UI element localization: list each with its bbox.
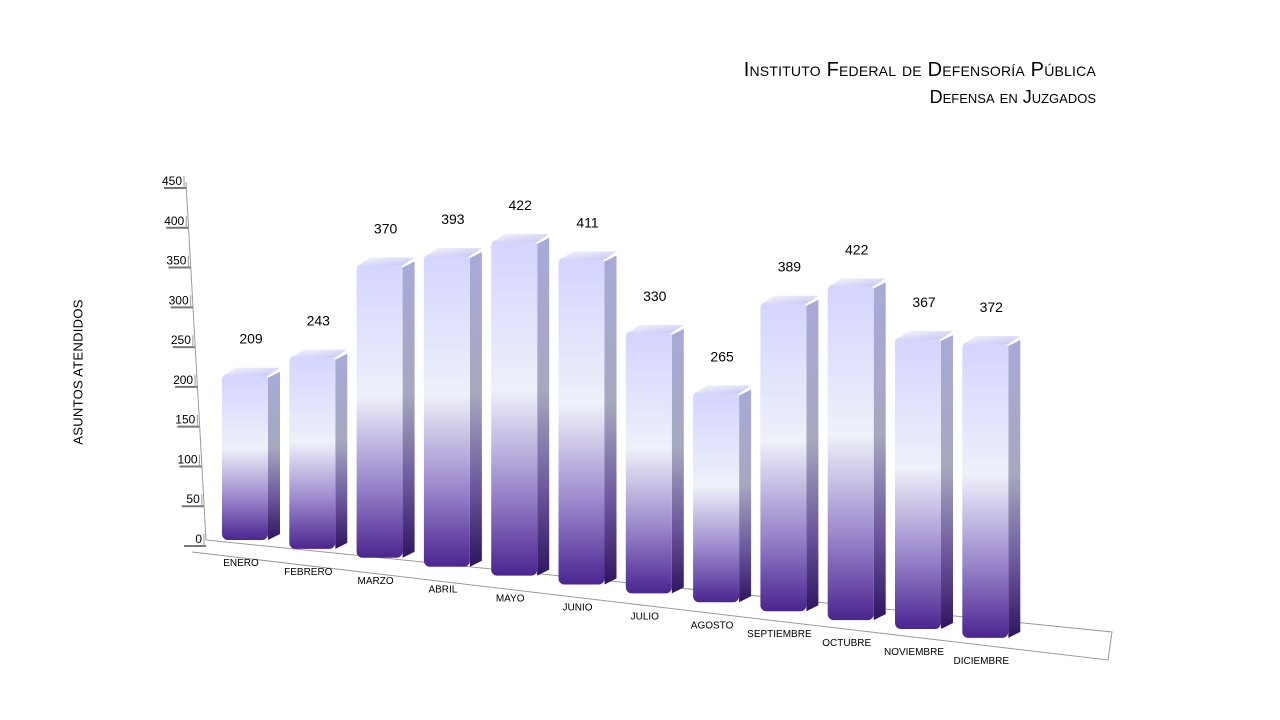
y-tick-label: 250 — [171, 333, 191, 347]
x-tick-label: ABRIL — [428, 585, 457, 596]
data-label: 372 — [980, 299, 1004, 315]
bar-front — [558, 257, 605, 585]
x-tick-label: ENERO — [223, 558, 259, 569]
bar-front — [962, 341, 1009, 638]
bar — [625, 324, 684, 594]
bar — [693, 385, 752, 603]
bar-front — [895, 337, 941, 629]
bar — [895, 331, 953, 629]
bar-top — [493, 233, 550, 242]
bar-top — [897, 331, 953, 340]
bar — [558, 251, 617, 585]
bar-front — [222, 373, 268, 540]
bar — [491, 233, 550, 576]
y-tick-label: 350 — [166, 254, 186, 268]
bar — [423, 248, 482, 567]
bar-top — [224, 367, 280, 376]
bar-side — [604, 255, 617, 585]
bar-front — [760, 301, 807, 612]
bar-front — [625, 330, 672, 594]
x-tick-label: SEPTIEMBRE — [747, 629, 812, 640]
x-tick-label: FEBRERO — [284, 567, 333, 578]
x-tick-label: OCTUBRE — [822, 638, 871, 649]
chart-title: Instituto Federal de Defensoría Pública … — [744, 56, 1096, 110]
y-tick-label: 300 — [169, 293, 189, 307]
y-tick-label: 0 — [195, 532, 202, 546]
y-axis-line — [185, 181, 207, 541]
data-label: 243 — [307, 313, 331, 329]
chart-title-line2: Defensa en Juzgados — [929, 87, 1096, 107]
bar-side — [739, 389, 752, 603]
bar-top — [964, 335, 1021, 344]
x-tick-label: MARZO — [358, 576, 394, 587]
data-label: 422 — [509, 197, 533, 213]
data-label: 411 — [576, 215, 599, 231]
bar-top — [425, 248, 482, 257]
chart-title-line1: Instituto Federal de Defensoría Pública — [743, 59, 1096, 81]
y-tick-label: 100 — [178, 452, 198, 466]
data-label: 367 — [912, 294, 936, 310]
bar-top — [358, 257, 415, 266]
data-label: 209 — [239, 331, 263, 347]
bar-front — [827, 284, 874, 621]
bar-top — [627, 324, 684, 333]
bar-top — [291, 349, 348, 358]
data-label: 389 — [778, 259, 802, 275]
bar-top — [762, 295, 819, 304]
bar-side — [1008, 339, 1021, 638]
x-tick-label: JUNIO — [563, 603, 593, 614]
bar-side — [671, 328, 684, 594]
bar-top — [560, 251, 617, 260]
y-tick-label: 50 — [186, 492, 200, 506]
bar-front — [693, 391, 740, 603]
bar-front — [289, 355, 336, 549]
bar-front — [356, 263, 403, 558]
x-tick-label: MAYO — [496, 594, 525, 605]
x-tick-label: NOVIEMBRE — [884, 647, 944, 658]
data-label: 370 — [374, 220, 398, 236]
y-tick-label: 400 — [164, 214, 184, 228]
bar — [962, 335, 1021, 638]
bar — [222, 367, 280, 540]
bar — [289, 349, 348, 549]
bar-side — [268, 371, 280, 540]
data-label: 422 — [845, 241, 869, 257]
bar-top — [829, 278, 886, 287]
bar — [356, 257, 415, 558]
x-tick-label: DICIEMBRE — [954, 656, 1010, 667]
bar-side — [806, 299, 819, 612]
bar-side — [941, 335, 953, 629]
bar-side — [873, 282, 886, 621]
data-label: 393 — [441, 211, 465, 227]
bar-side — [402, 261, 415, 558]
y-tick-label: 450 — [162, 174, 182, 188]
bar-side — [469, 252, 482, 567]
y-tick-label: 200 — [173, 373, 193, 387]
bar-side — [335, 353, 348, 549]
bar-front — [491, 239, 538, 576]
bar-side — [537, 237, 550, 576]
bar — [827, 278, 886, 621]
bar — [760, 295, 819, 612]
data-label: 265 — [710, 348, 734, 364]
y-tick-label: 150 — [175, 413, 195, 427]
bar-front — [423, 254, 470, 567]
bar-top — [695, 385, 752, 394]
x-tick-label: AGOSTO — [691, 620, 734, 631]
x-tick-label: JULIO — [631, 611, 660, 622]
data-label: 330 — [643, 288, 667, 304]
